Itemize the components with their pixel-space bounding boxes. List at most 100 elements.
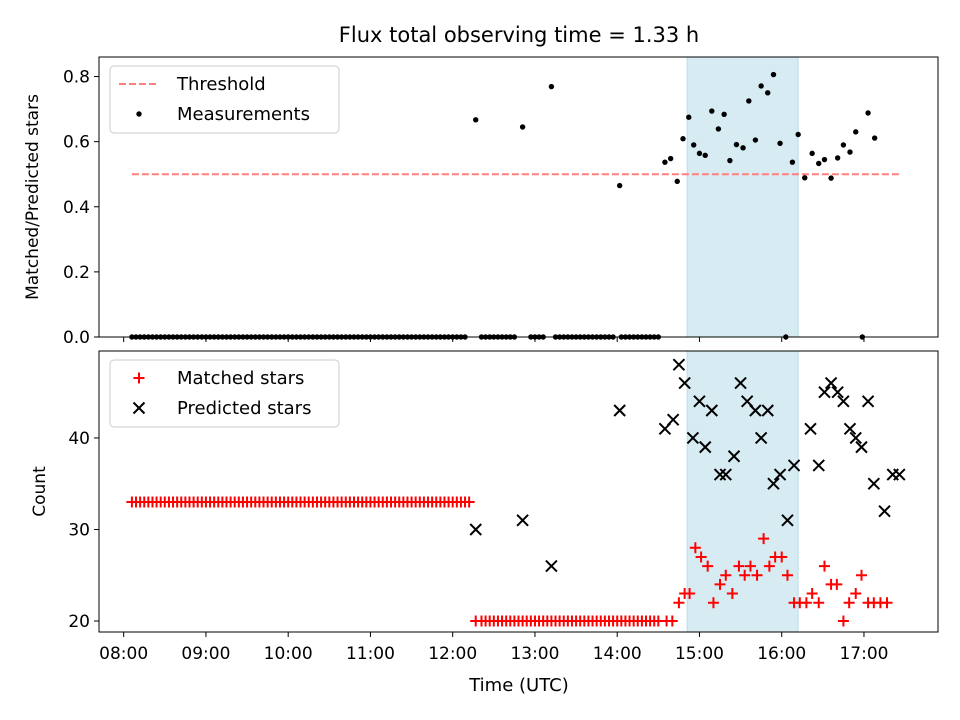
data-point-plus (684, 588, 696, 600)
data-point-x (855, 440, 868, 454)
x-tick-label: 16:00 (757, 644, 806, 664)
data-point-x (686, 431, 700, 445)
y-tick-label: 0.0 (63, 328, 90, 348)
data-point-plus (751, 569, 763, 581)
data-point-plus (733, 560, 745, 572)
legend-label: Predicted stars (177, 398, 311, 419)
x-tick-label: 10:00 (264, 644, 313, 664)
data-point-plus (463, 496, 475, 508)
data-point-plus (818, 560, 830, 572)
data-point-plus (720, 569, 732, 581)
ratio-panel: 0.0 0.2 0.4 0.6 0.8 Matched/Predicted stars Th… (23, 56, 939, 348)
data-point-dot (828, 175, 834, 181)
y-tick-label: 0.2 (63, 263, 90, 283)
y-tick-label: 30 (68, 520, 90, 540)
data-point-dot (840, 142, 847, 148)
data-point-dot (802, 175, 808, 181)
data-point-dot (674, 178, 680, 185)
data-point-dot (765, 90, 771, 96)
legend-label: Matched stars (177, 368, 304, 389)
data-point-x (516, 514, 529, 527)
x-tick-label: 15:00 (675, 644, 724, 664)
data-point-x (861, 395, 875, 408)
data-point-x (843, 422, 857, 436)
legend: Matched stars Predicted stars (109, 359, 340, 428)
data-point-dot (847, 149, 853, 155)
data-point-plus (763, 560, 775, 572)
data-point-dot (519, 124, 526, 130)
data-point-plus (806, 588, 818, 600)
y-tick-label: 40 (68, 429, 90, 449)
legend-label: Threshold (176, 74, 266, 95)
legend: Threshold Measurements (109, 65, 340, 134)
data-point-dot (871, 135, 878, 141)
data-point-x (804, 422, 817, 436)
data-point-plus (837, 615, 849, 627)
data-point-x (781, 514, 794, 527)
data-point-dot (809, 150, 815, 157)
data-point-x (812, 459, 825, 472)
legend-box (109, 359, 340, 428)
data-point-x (666, 413, 680, 426)
data-point-x (818, 385, 831, 399)
data-point-dot (821, 156, 828, 163)
data-point-dot (777, 140, 783, 146)
data-point-dot (662, 159, 668, 165)
data-point-dot (834, 155, 841, 161)
x-tick-label: 12:00 (428, 644, 477, 664)
data-point-dot (548, 83, 555, 90)
data-point-plus (673, 597, 685, 609)
data-point-plus (739, 569, 751, 581)
data-point-dot (746, 98, 752, 104)
data-point-x (613, 404, 626, 417)
data-point-dot (752, 137, 759, 143)
data-point-plus (707, 597, 719, 609)
data-point-dot (686, 114, 692, 120)
data-point-dot (709, 108, 715, 114)
data-point-x (831, 385, 844, 399)
data-point-plus (689, 542, 701, 554)
data-point-x (787, 459, 801, 472)
data-point-dot (740, 145, 746, 151)
data-point-x (672, 358, 686, 371)
data-point-x (699, 440, 712, 454)
data-point-plus (776, 551, 788, 563)
data-point-x (693, 395, 706, 408)
data-point-x (867, 477, 881, 490)
x-tick-label: 13:00 (510, 644, 559, 664)
y-axis-label: Matched/Predicted stars (23, 94, 43, 300)
observing-span (686, 350, 799, 633)
legend-label: Measurements (177, 104, 310, 125)
data-point-plus (781, 569, 793, 581)
data-point-dot (816, 160, 822, 167)
data-point-plus (856, 569, 868, 581)
legend-marker-dot (136, 111, 142, 117)
data-point-x (545, 559, 558, 573)
data-point-x (767, 477, 780, 490)
data-point-x (878, 504, 891, 518)
count-panel: 20 30 40 08:00 09:00 10:00 11:00 12:00 13:00 14:0… (30, 350, 939, 664)
data-point-x (824, 376, 838, 390)
data-point-x (754, 431, 768, 445)
data-point-dot (758, 83, 764, 89)
data-point-x (719, 468, 732, 481)
data-point-x (713, 468, 727, 481)
data-point-dot (733, 141, 740, 148)
data-point-plus (666, 615, 678, 627)
data-point-x (893, 468, 906, 481)
data-point-x (469, 523, 482, 536)
data-point-dot (680, 136, 686, 142)
data-point-dot (473, 117, 479, 123)
data-points (126, 358, 906, 627)
data-point-dot (865, 110, 871, 116)
data-point-x (773, 468, 787, 481)
observing-span (686, 56, 799, 338)
data-point-plus (881, 597, 893, 609)
data-point-dot (702, 152, 708, 159)
data-point-dot (795, 131, 801, 138)
data-point-dot (616, 182, 623, 189)
data-point-plus (744, 560, 756, 572)
y-tick-label: 20 (68, 612, 90, 632)
data-point-plus (813, 597, 825, 609)
